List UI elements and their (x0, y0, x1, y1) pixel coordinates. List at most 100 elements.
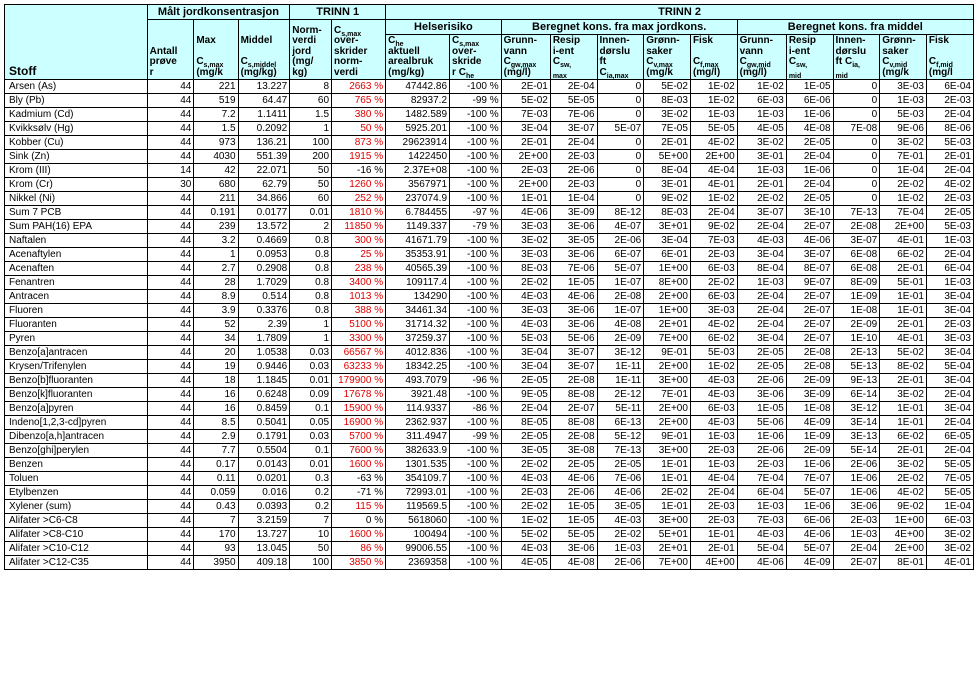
cell: 7 (290, 514, 332, 528)
table-row: Alifater >C8-C104417013.727101600 %10049… (5, 528, 974, 542)
cell: 0.0201 (238, 472, 290, 486)
cell: 1482.589 (386, 108, 450, 122)
cell: 3E-12 (833, 402, 880, 416)
cell: 2E-09 (786, 374, 833, 388)
cell: 8E-07 (786, 262, 833, 276)
cell: 1E-05 (550, 514, 597, 528)
cell: 44 (147, 290, 194, 304)
cell: Acenaften (5, 262, 148, 276)
cell: 22.071 (238, 164, 290, 178)
cell: 4E-03 (501, 290, 550, 304)
cell: 4E-08 (597, 318, 644, 332)
cell: 44 (147, 94, 194, 108)
cell: 44 (147, 220, 194, 234)
cell: 0 (833, 192, 880, 206)
cell: Benzo[b]fluoranten (5, 374, 148, 388)
cell: 2E-08 (550, 430, 597, 444)
cell: 2E-06 (737, 444, 786, 458)
cell: 0.01 (290, 458, 332, 472)
cell: 0 (597, 94, 644, 108)
cell: 1810 % (332, 206, 386, 220)
cell: -100 % (450, 360, 502, 374)
cell: 1E-02 (690, 94, 737, 108)
cell: 1E-01 (644, 458, 691, 472)
cell: 0.09 (290, 388, 332, 402)
table-row: Naftalen443.20.46690.8300 %41671.79-100 … (5, 234, 974, 248)
cell: 1E-02 (737, 80, 786, 94)
cell: 3E-07 (550, 360, 597, 374)
table-row: Alifater >C10-C12449313.0455086 %99006.5… (5, 542, 974, 556)
cell: 44 (147, 262, 194, 276)
cell: 0.8 (290, 304, 332, 318)
cell: 0 (833, 136, 880, 150)
cell: 2E-04 (737, 318, 786, 332)
cell: 47442.86 (386, 80, 450, 94)
cell: 4E-01 (880, 234, 927, 248)
cell: 0.016 (238, 486, 290, 500)
cell: 1E-11 (597, 360, 644, 374)
cell: 2E-07 (786, 290, 833, 304)
cell: 3E-08 (550, 444, 597, 458)
cell: 1E-01 (880, 290, 927, 304)
cell: 3E-02 (737, 136, 786, 150)
cell: 6E-03 (690, 290, 737, 304)
cell: 2E-02 (501, 276, 550, 290)
cell: 1E-06 (786, 500, 833, 514)
cell: 44 (147, 556, 194, 570)
cell: 973 (194, 136, 238, 150)
cell: 2E-02 (737, 192, 786, 206)
cell: 5E-03 (880, 108, 927, 122)
cell: Kobber (Cu) (5, 136, 148, 150)
cell: 1.7029 (238, 276, 290, 290)
table-row: Fluoren443.90.33760.8388 %34461.34-100 %… (5, 304, 974, 318)
cell: 50 (290, 542, 332, 556)
cell: 8E-12 (597, 206, 644, 220)
cell: 5E-02 (501, 528, 550, 542)
cell: 1E-03 (690, 458, 737, 472)
cell: 5E-02 (501, 94, 550, 108)
cell: 3E-07 (786, 248, 833, 262)
cell: 4E-06 (501, 206, 550, 220)
cell: 3E-10 (786, 206, 833, 220)
cell: 2E-07 (786, 220, 833, 234)
cell: 6E-07 (597, 248, 644, 262)
cell: 1E-05 (786, 80, 833, 94)
cell: -100 % (450, 514, 502, 528)
cell: -100 % (450, 192, 502, 206)
cell: 2E-01 (880, 262, 927, 276)
cell: 0.8 (290, 276, 332, 290)
cell: 93 (194, 542, 238, 556)
cell: 1E-02 (690, 360, 737, 374)
cell: 9E-13 (833, 374, 880, 388)
cell: 551.39 (238, 150, 290, 164)
cell: -100 % (450, 80, 502, 94)
cell: -100 % (450, 542, 502, 556)
cell: 2E-05 (786, 192, 833, 206)
cell: 16900 % (332, 416, 386, 430)
table-row: Benzo[a]antracen44201.05380.0366567 %401… (5, 346, 974, 360)
cell: 1600 % (332, 528, 386, 542)
cell: 5E-11 (597, 402, 644, 416)
cell: 179900 % (332, 374, 386, 388)
cell: 18 (194, 374, 238, 388)
cell: 5E-13 (833, 360, 880, 374)
cell: 7600 % (332, 444, 386, 458)
cell: 2E-01 (644, 136, 691, 150)
cell: 44 (147, 332, 194, 346)
cell: 5700 % (332, 430, 386, 444)
cell: 3E-05 (597, 500, 644, 514)
cell: 0.2 (290, 486, 332, 500)
cell: 0.8 (290, 234, 332, 248)
cell: 2.37E+08 (386, 164, 450, 178)
cell: 1E-02 (501, 514, 550, 528)
cell: Alifater >C8-C10 (5, 528, 148, 542)
cell: 1E-03 (737, 108, 786, 122)
cell: 7E-06 (550, 108, 597, 122)
cell: 44 (147, 318, 194, 332)
cell: 8E-01 (880, 556, 927, 570)
cell: 0.8 (290, 290, 332, 304)
cell: 2E-01 (880, 374, 927, 388)
cell: 2E-05 (501, 430, 550, 444)
cell: 1E-06 (737, 430, 786, 444)
cell: 1E-06 (786, 164, 833, 178)
